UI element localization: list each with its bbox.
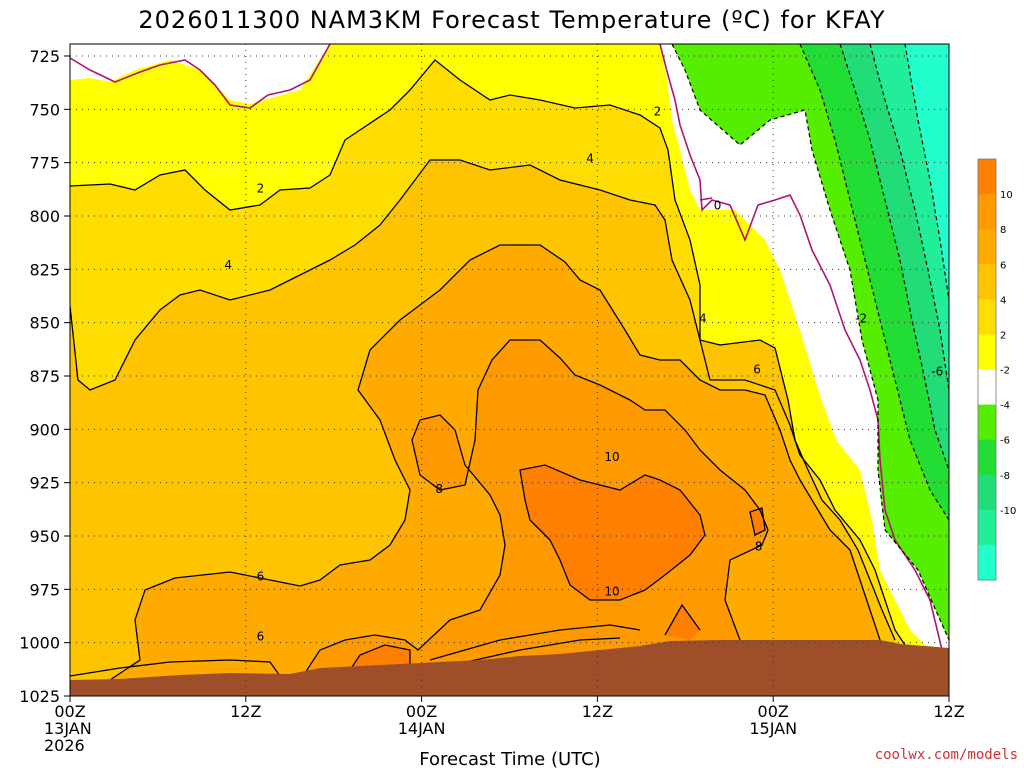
contour-label: 8 (755, 540, 763, 554)
colorbar-swatch (978, 264, 996, 300)
y-tick-label: 900 (29, 420, 60, 439)
y-tick-label: 925 (29, 474, 60, 493)
contour-label: -6 (931, 365, 943, 379)
colorbar-swatch (978, 299, 996, 335)
contour-label: 6 (257, 570, 265, 584)
x-tick-label: 15JAN (749, 719, 797, 738)
colorbar-swatch (978, 194, 996, 230)
colorbar-label: 2 (1000, 330, 1006, 341)
y-tick-label: 975 (29, 580, 60, 599)
x-tick-label: 13JAN (44, 719, 92, 738)
colorbar-label: -4 (1000, 401, 1010, 412)
y-tick-label: 775 (29, 154, 60, 173)
colorbar-label: -8 (1000, 471, 1010, 482)
colorbar-swatch (978, 544, 996, 581)
contour-label: 0 (714, 198, 722, 212)
plot-frame (69, 43, 950, 697)
contour-label: -2 (855, 311, 867, 325)
colorbar-label: 6 (1000, 260, 1006, 271)
y-tick-label: 950 (29, 527, 60, 546)
x-tick-label: 2026 (44, 736, 85, 755)
x-tick-label: 00Z (54, 702, 85, 721)
ground-surface (70, 640, 949, 696)
contour-label: 6 (257, 629, 265, 643)
y-tick-label: 725 (29, 47, 60, 66)
colorbar-swatch (978, 509, 996, 546)
y-axis: 725 750 775 800 825 850 875 900 925 950 975 1000 102… (19, 47, 70, 706)
contour-label: 4 (699, 311, 707, 325)
contour-label: 10 (604, 450, 619, 464)
y-tick-label: 850 (29, 314, 60, 333)
x-tick-label: 00Z (406, 702, 437, 721)
colorbar-swatch (978, 334, 996, 370)
negative-contours (671, 44, 949, 641)
colorbar-label: 10 (1000, 190, 1013, 201)
y-tick-label: 875 (29, 367, 60, 386)
colorbar-label: 4 (1000, 295, 1006, 306)
credit-link[interactable]: coolwx.com/models (875, 747, 1018, 763)
grid-lines (70, 44, 949, 696)
contour-lines (70, 59, 906, 696)
colorbar-swatch (978, 159, 996, 195)
filled-contours (70, 44, 949, 696)
contour-label: 8 (435, 482, 443, 496)
colorbar-label: -2 (1000, 366, 1010, 377)
y-tick-label: 1025 (19, 687, 60, 706)
colorbar-label: 8 (1000, 225, 1006, 236)
contour-label: 4 (586, 151, 594, 165)
x-tick-label: 14JAN (398, 719, 446, 738)
colorbar-label: -6 (1000, 436, 1010, 447)
colorbar-label: -10 (1000, 506, 1016, 517)
x-tick-label: 12Z (933, 702, 964, 721)
colorbar-swatch (978, 369, 996, 406)
x-axis-title: Forecast Time (UTC) (419, 749, 600, 768)
y-tick-label: 1000 (19, 634, 60, 653)
contour-label: 6 (753, 363, 761, 377)
colorbar-swatch (978, 404, 996, 441)
colorbar-frame (977, 158, 997, 581)
colorbar-swatch (978, 474, 996, 511)
y-tick-label: 750 (29, 100, 60, 119)
x-tick-label: 12Z (582, 702, 613, 721)
x-tick-label: 00Z (758, 702, 789, 721)
chart-title: 2026011300 NAM3KM Forecast Temperature (… (138, 6, 885, 34)
contour-label: 2 (654, 104, 662, 118)
colorbar: 10 8 6 4 2 -2 -4 -6 -8 -10 (977, 158, 1016, 581)
freezing-lines (70, 44, 943, 651)
contour-label: 4 (224, 258, 232, 272)
contour-label: 2 (257, 181, 265, 195)
y-tick-label: 800 (29, 207, 60, 226)
y-tick-label: 825 (29, 260, 60, 279)
colorbar-swatch (978, 439, 996, 476)
contour-labels: 2 2 4 4 4 6 6 6 8 8 10 10 0 -2 -6 (224, 104, 943, 643)
contour-label: 10 (604, 584, 619, 598)
x-tick-label: 12Z (230, 702, 261, 721)
band-above-10 (350, 465, 765, 670)
colorbar-swatch (978, 229, 996, 265)
